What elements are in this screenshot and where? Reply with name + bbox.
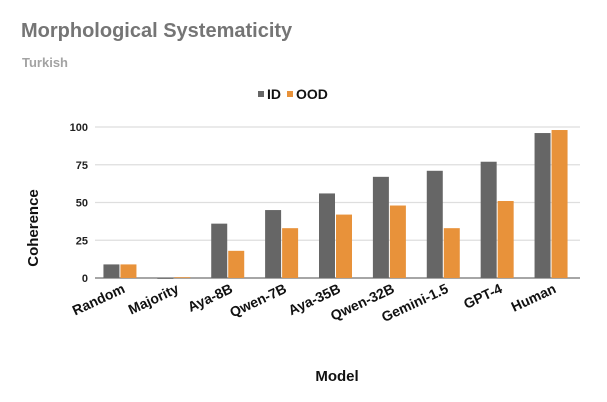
y-tick-label: 0: [82, 273, 88, 285]
legend-item-ood: OOD: [287, 86, 328, 102]
bar-id-aya-8b: [211, 223, 228, 278]
bar-id-majority: [157, 278, 174, 279]
x-tick-label: Majority: [126, 280, 182, 317]
x-tick-label: Aya-8B: [185, 280, 235, 315]
x-tick-label: Qwen-7B: [227, 280, 289, 320]
y-tick-label: 75: [76, 160, 88, 172]
y-tick-labels: 0 25 50 75 100: [70, 122, 88, 285]
bar-id-qwen-7b: [265, 210, 282, 278]
x-tick-label: GPT-4: [461, 280, 505, 312]
legend-item-id: ID: [258, 86, 281, 102]
bar-ood-human: [551, 130, 568, 278]
legend-swatch-id: [258, 91, 264, 97]
y-tick-label: 100: [70, 122, 88, 134]
bar-ood-qwen-7b: [282, 228, 299, 278]
x-axis-title: Model: [315, 368, 358, 385]
legend-swatch-ood: [287, 91, 293, 97]
y-axis-title: Coherence: [25, 189, 42, 267]
bar-id-gemini-1.5: [426, 170, 443, 278]
bar-id-qwen-32b: [372, 176, 389, 278]
bar-id-gpt-4: [480, 161, 497, 278]
bar-id-random: [103, 264, 120, 278]
y-tick-label: 50: [76, 198, 88, 210]
bar-ood-gpt-4: [497, 200, 514, 278]
x-tick-label: Random: [70, 280, 128, 318]
bar-ood-qwen-32b: [389, 205, 406, 278]
legend-label-ood: OOD: [296, 86, 328, 102]
bar-id-aya-35b: [319, 193, 335, 278]
y-tick-label: 25: [76, 235, 88, 247]
bars: [103, 130, 568, 279]
chart-subtitle: Turkish: [22, 55, 68, 70]
bar-ood-random: [120, 264, 137, 278]
bar-ood-aya-8b: [228, 250, 245, 278]
legend-label-id: ID: [267, 86, 281, 102]
bar-id-human: [534, 133, 551, 278]
bar-ood-gemini-1.5: [443, 228, 460, 278]
x-tick-label: Human: [509, 280, 559, 315]
bar-ood-aya-35b: [336, 214, 352, 278]
chart-title: Morphological Systematicity: [21, 20, 293, 42]
bar-ood-majority: [174, 277, 191, 279]
legend: ID OOD: [258, 86, 334, 102]
